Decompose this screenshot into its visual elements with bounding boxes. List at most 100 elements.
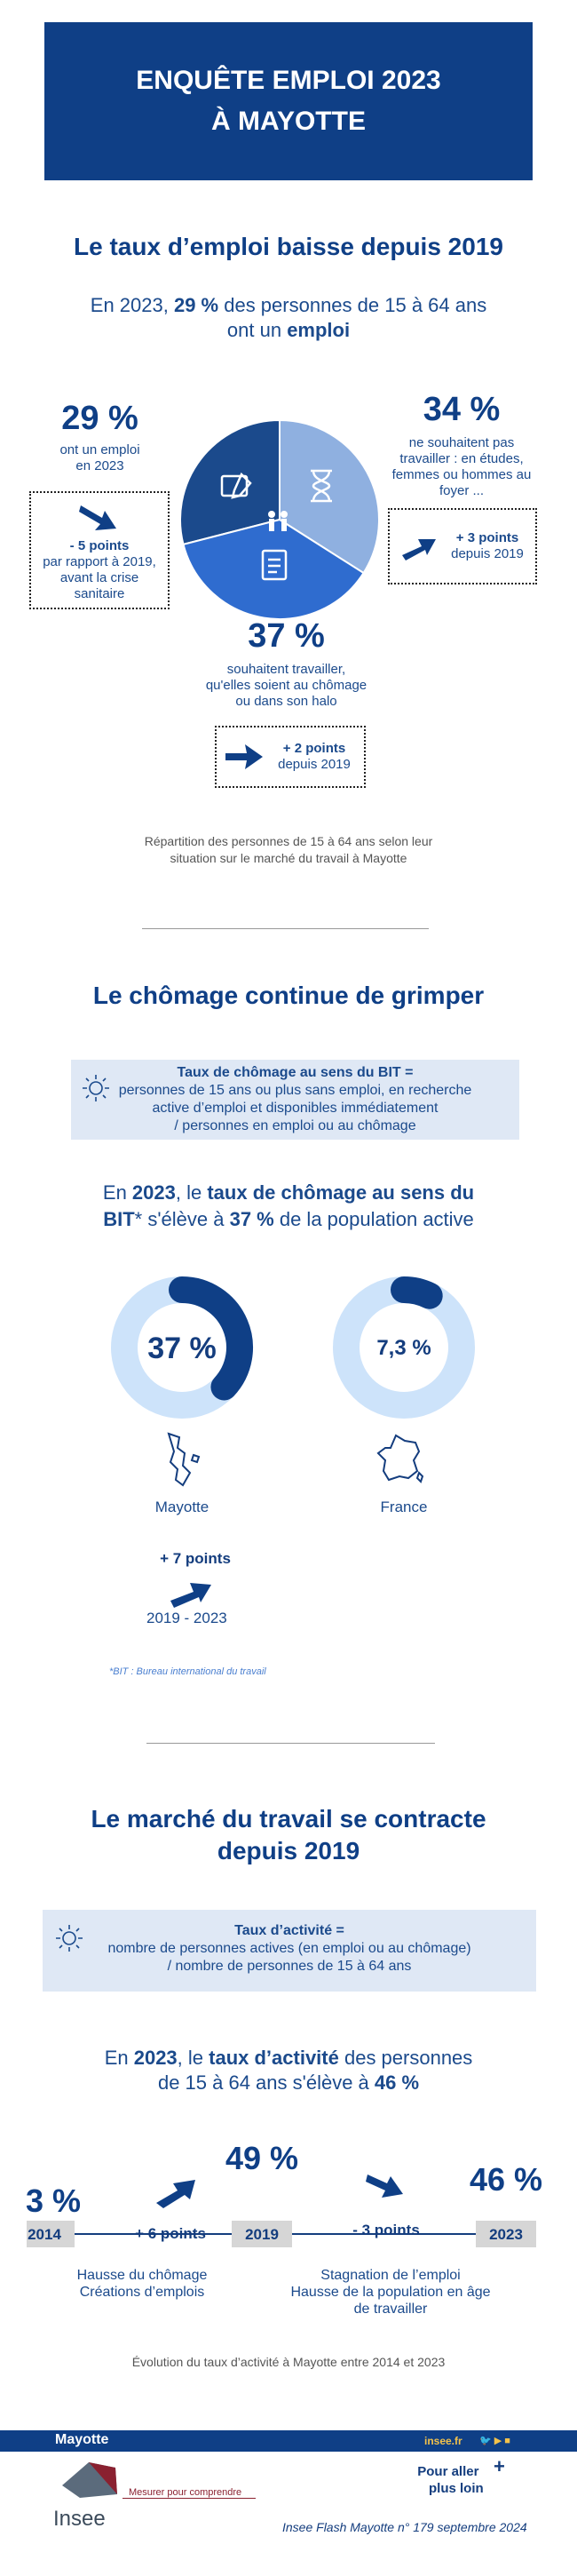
lead-text: En (104, 2047, 134, 2069)
document-icon (261, 549, 288, 581)
activity-rate-chart: 2014 43 % 2019 49 % 2023 46 % + 6 points - 3 … (27, 2140, 542, 2247)
title-line: depuis 2019 (217, 1837, 360, 1864)
seeking-label: souhaitent travailler, qu'elles soient a… (178, 662, 395, 710)
activity-definition: Taux d’activité = nombre de personnes ac… (43, 1910, 536, 1992)
pie-slice-chomage (182, 518, 365, 620)
people-icon (268, 511, 288, 531)
change-line: depuis 2019 (278, 757, 351, 772)
hourglass-icon (311, 469, 332, 503)
label-line: ou dans son halo (235, 694, 337, 709)
logo-divider (123, 2498, 256, 2499)
change-line: avant la crise (59, 570, 139, 585)
france-donut-value: 7,3 % (376, 1336, 431, 1360)
linkedin-icon[interactable]: ■ (504, 2436, 510, 2446)
year-box-2014 (27, 2221, 75, 2247)
more-line: plus loin (429, 2481, 484, 2496)
mayotte-map-icon (167, 1432, 201, 1487)
divider (142, 928, 429, 929)
lead-text: de la population active (273, 1208, 474, 1230)
lead-bold: taux de chômage au sens du (207, 1181, 475, 1204)
label-line: foyer ... (439, 483, 485, 498)
seeking-change-box: + 2 points depuis 2019 (215, 726, 366, 788)
lead-text: En 2023, (90, 294, 174, 316)
label-line: ont un emploi (59, 442, 140, 457)
lead-bold: emploi (287, 319, 351, 341)
youtube-icon[interactable]: ▶ (494, 2436, 502, 2446)
label-line: ne souhaitent pas (408, 435, 515, 450)
definition-title: Taux d’activité = (234, 1923, 344, 1938)
pie-slice-emploi (179, 418, 281, 546)
section3-lead: En 2023, le taux d’activité des personne… (0, 2046, 577, 2095)
activity-value-2019: 49 % (225, 2140, 298, 2176)
definition-line: / personnes en emploi ou au chômage (174, 1118, 416, 1133)
change-label-2019-2023: - 3 points (352, 2222, 420, 2238)
lead-pct: 46 % (374, 2071, 420, 2094)
lead-bold: 2023 (133, 2047, 178, 2069)
header-title-line2: À MAYOTTE (211, 107, 366, 136)
divider (146, 1743, 435, 1744)
work-icon (220, 472, 252, 499)
unemployment-definition: Taux de chômage au sens du BIT = personn… (71, 1060, 519, 1140)
more-info-link[interactable]: Pour aller plus loin (413, 2463, 484, 2497)
inactive-change-box: + 3 points depuis 2019 (388, 508, 537, 584)
arrow-down-right-icon (366, 2174, 403, 2198)
change-value: + 3 points (455, 530, 519, 545)
year-label-2019: 2019 (245, 2226, 279, 2243)
footer-region: Mayotte (55, 2432, 109, 2447)
definition-title: Taux de chômage au sens du BIT = (177, 1065, 414, 1080)
year-label-2023: 2023 (489, 2226, 523, 2243)
arrow-up-right-icon (156, 2180, 195, 2208)
lead-pct: 29 % (173, 294, 219, 316)
header-banner: ENQUÊTE EMPLOI 2023 À MAYOTTE (44, 22, 533, 180)
mayotte-donut-chart: 37 % (111, 1276, 253, 1419)
section1-caption: Répartition des personnes de 15 à 64 ans… (0, 833, 577, 867)
change-line: sanitaire (74, 586, 125, 601)
insee-logo-graphic (62, 2462, 117, 2498)
activity-points: 2014 43 % 2019 49 % 2023 46 % (27, 2140, 542, 2247)
employment-label: ont un emploi en 2023 (36, 442, 164, 474)
caption-line: Répartition des personnes de 15 à 64 ans… (144, 834, 433, 848)
lead-bold: BIT (103, 1208, 135, 1230)
section1-title: Le taux d’emploi baisse depuis 2019 (74, 233, 503, 260)
lead-text: , le (177, 2047, 209, 2069)
unemployment-change-period: 2019 - 2023 (146, 1610, 227, 1626)
twitter-icon[interactable]: 🐦 (479, 2436, 492, 2446)
note-line: Hausse de la population en âge (290, 2285, 491, 2300)
title-line: Le marché du travail se contracte (91, 1805, 486, 1833)
publication-reference: Insee Flash Mayotte n° 179 septembre 202… (282, 2520, 527, 2534)
pie-slices (179, 418, 380, 620)
seeking-value: 37 % (248, 617, 325, 655)
year-label-2014: 2014 (28, 2226, 61, 2243)
label-line: travailler : en études, (399, 451, 524, 466)
lead-text: des personnes de 15 à 64 ans (218, 294, 487, 316)
definition-line: active d’emploi et disponibles immédiate… (152, 1101, 439, 1116)
label-line: en 2023 (75, 458, 124, 473)
france-donut-chart: 7,3 % (333, 1276, 475, 1419)
caption-line: situation sur le marché du travail à May… (170, 851, 407, 865)
definition-line: / nombre de personnes de 15 à 64 ans (167, 1959, 412, 1974)
lead-text: En (102, 1181, 132, 1204)
section3-title: Le marché du travail se contracte depuis… (0, 1803, 577, 1867)
donut-value-arc (391, 1276, 443, 1309)
header-title-line1: ENQUÊTE EMPLOI 2023 (136, 66, 441, 95)
france-map-icon (376, 1434, 424, 1483)
section2-title: Le chômage continue de grimper (92, 982, 485, 1009)
arrow-right-icon (225, 744, 263, 769)
definition-line: personnes de 15 ans ou plus sans emploi,… (118, 1083, 472, 1098)
arrow-down-right-icon (79, 505, 116, 530)
change-line: par rapport à 2019, (43, 554, 156, 569)
arrow-up-right-icon (402, 539, 436, 561)
section3-caption: Évolution du taux d’activité à Mayotte e… (131, 2355, 446, 2369)
donut-value-arc (169, 1276, 253, 1401)
label-line: femmes ou hommes au (391, 467, 532, 482)
footer-site-link[interactable]: insee.fr (424, 2435, 462, 2447)
social-icons[interactable]: 🐦 ▶ ■ (479, 2435, 510, 2446)
lead-pct: 37 % (229, 1208, 274, 1230)
year-box-2023 (476, 2221, 536, 2247)
employment-value: 29 % (61, 400, 138, 437)
plus-icon[interactable]: + (494, 2455, 505, 2477)
label-line: souhaitent travailler, (226, 662, 346, 677)
lead-text: , le (175, 1181, 208, 1204)
label-line: qu'elles soient au chômage (205, 678, 368, 693)
lightbulb-icon (83, 1075, 109, 1101)
